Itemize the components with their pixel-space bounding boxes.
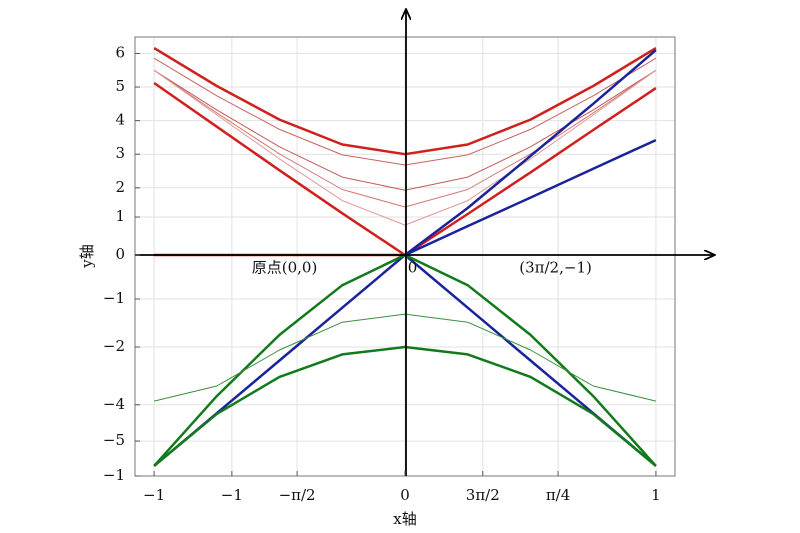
series-line [153, 345, 657, 467]
x-tick-label: 3π/2 [466, 486, 500, 504]
y-tick-label: 6 [115, 43, 125, 61]
series-line [153, 47, 657, 156]
x-tick-label: −π/2 [279, 486, 316, 504]
series-line [404, 138, 657, 257]
y-tick-label: −5 [103, 431, 125, 449]
series-line [153, 57, 657, 166]
x-tick-label: π/4 [546, 486, 570, 504]
y-tick-label: 1 [115, 207, 125, 225]
annotation: 0 [408, 258, 418, 276]
y-tick-label: −4 [103, 395, 125, 413]
y-tick-label: −1 [103, 466, 125, 484]
y-tick-label: −1 [103, 289, 125, 307]
x-axis-label: x轴 [393, 510, 416, 528]
lines [153, 47, 657, 467]
y-tick-label: 4 [115, 111, 125, 129]
x-tick-label: −1 [221, 486, 243, 504]
x-tick-label: −1 [143, 486, 165, 504]
series-line [153, 313, 657, 402]
y-axis-label: y轴 [78, 244, 96, 268]
y-tick-label: −2 [103, 337, 125, 355]
y-tick-label: 2 [115, 178, 125, 196]
series-line [404, 49, 657, 257]
x-tick-label: 0 [400, 486, 410, 504]
y-tick-label: 0 [115, 245, 125, 263]
y-tick-label: 3 [115, 144, 125, 162]
x-tick-label: 1 [651, 486, 661, 504]
annotation: 原点(0,0) [252, 258, 318, 276]
annotation: (3π/2,−1) [519, 258, 592, 276]
y-tick-label: 5 [115, 77, 125, 95]
series-line [153, 69, 657, 208]
series-line [153, 69, 657, 226]
